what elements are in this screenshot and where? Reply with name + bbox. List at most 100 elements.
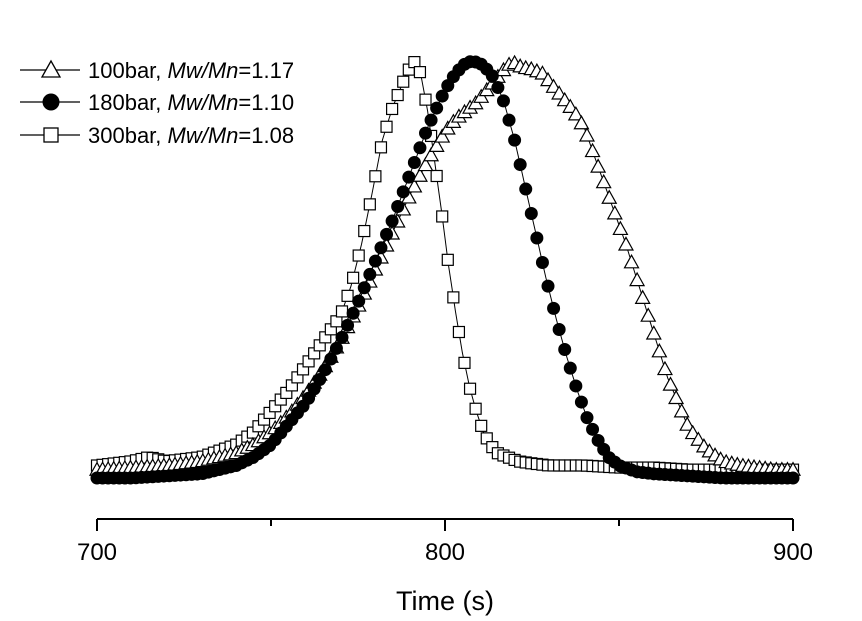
data-point — [567, 106, 584, 121]
data-point — [463, 382, 477, 395]
legend-item: 180bar, Mw/Mn=1.10 — [20, 90, 294, 115]
legend-label: 180bar, Mw/Mn=1.10 — [88, 90, 294, 115]
data-point — [347, 271, 360, 284]
data-point — [374, 241, 388, 255]
data-point — [402, 170, 416, 184]
data-point — [423, 146, 440, 162]
data-point — [380, 120, 393, 133]
data-point — [590, 158, 607, 173]
data-point — [524, 207, 538, 221]
data-point — [428, 137, 445, 152]
data-point — [578, 127, 596, 142]
data-point — [329, 341, 343, 355]
legend: 100bar, Mw/Mn=1.17 180bar, Mw/Mn=1.10 300b… — [20, 58, 294, 148]
data-point — [352, 294, 366, 308]
data-point — [380, 227, 394, 241]
data-point — [519, 182, 533, 196]
data-point — [668, 389, 685, 405]
data-point — [656, 360, 673, 376]
data-point — [601, 189, 618, 204]
data-point — [363, 198, 376, 211]
data-point — [574, 395, 588, 409]
data-point — [491, 81, 505, 95]
data-point — [786, 471, 800, 485]
data-point — [358, 224, 371, 238]
data-point — [391, 88, 404, 102]
data-point — [313, 373, 327, 387]
data-point — [535, 255, 549, 269]
legend-marker — [42, 93, 60, 111]
data-point — [341, 289, 354, 302]
data-point — [679, 416, 696, 431]
data-point — [335, 305, 349, 318]
data-point — [441, 253, 454, 266]
data-point — [352, 249, 365, 262]
data-point — [357, 281, 371, 295]
data-point — [436, 210, 449, 223]
data-point — [363, 267, 377, 281]
data-point — [435, 89, 449, 103]
data-point — [324, 352, 338, 366]
data-point — [413, 66, 427, 79]
data-point — [407, 155, 421, 169]
legend-item: 100bar, Mw/Mn=1.17 — [20, 58, 294, 83]
data-point — [612, 220, 629, 236]
data-point — [386, 102, 399, 116]
data-point — [502, 113, 516, 127]
x-axis-title: Time (s) — [396, 586, 494, 616]
data-point — [558, 343, 572, 357]
legend-label: 300bar, Mw/Mn=1.08 — [88, 123, 294, 148]
data-point — [629, 271, 646, 287]
data-point — [419, 126, 433, 140]
data-point — [447, 291, 460, 304]
data-point — [397, 75, 410, 88]
x-tick-label: 700 — [77, 539, 117, 566]
data-point — [552, 322, 566, 336]
data-point — [634, 289, 651, 304]
legend-label: 100bar, Mw/Mn=1.17 — [88, 58, 294, 83]
data-point — [475, 419, 488, 432]
legend-item: 300bar, Mw/Mn=1.08 — [20, 123, 294, 148]
x-axis: 700 800 900 — [77, 518, 813, 566]
data-point — [496, 94, 510, 108]
data-point — [335, 330, 349, 344]
data-point — [458, 356, 471, 369]
data-point — [662, 376, 679, 391]
data-point — [513, 158, 527, 172]
data-point — [562, 98, 579, 113]
data-point — [318, 363, 332, 377]
data-point — [547, 301, 561, 315]
data-point — [346, 306, 360, 320]
data-point — [341, 318, 355, 332]
data-point — [485, 69, 499, 83]
data-point — [411, 167, 428, 182]
data-point — [541, 279, 555, 293]
data-point — [396, 185, 410, 199]
data-point — [417, 156, 434, 172]
x-tick-label: 800 — [425, 539, 465, 566]
data-point — [406, 178, 423, 193]
data-point — [645, 325, 662, 340]
data-point — [573, 114, 590, 130]
data-point — [586, 422, 600, 436]
data-point — [408, 56, 421, 69]
data-point — [419, 93, 432, 106]
legend-marker — [43, 127, 59, 143]
data-point — [424, 113, 438, 127]
x-tick-label: 900 — [773, 539, 813, 566]
data-point — [368, 254, 382, 268]
data-point — [385, 214, 399, 228]
data-point — [569, 379, 583, 393]
series-2 — [90, 56, 800, 476]
legend-marker — [40, 59, 62, 78]
data-point — [651, 342, 668, 358]
data-point — [595, 173, 612, 189]
data-point — [580, 411, 594, 425]
data-point — [673, 403, 690, 418]
data-point — [430, 101, 444, 115]
data-point — [452, 325, 466, 339]
data-point — [584, 142, 601, 158]
data-point — [563, 361, 577, 375]
data-point — [640, 307, 657, 322]
series-1 — [90, 55, 800, 485]
